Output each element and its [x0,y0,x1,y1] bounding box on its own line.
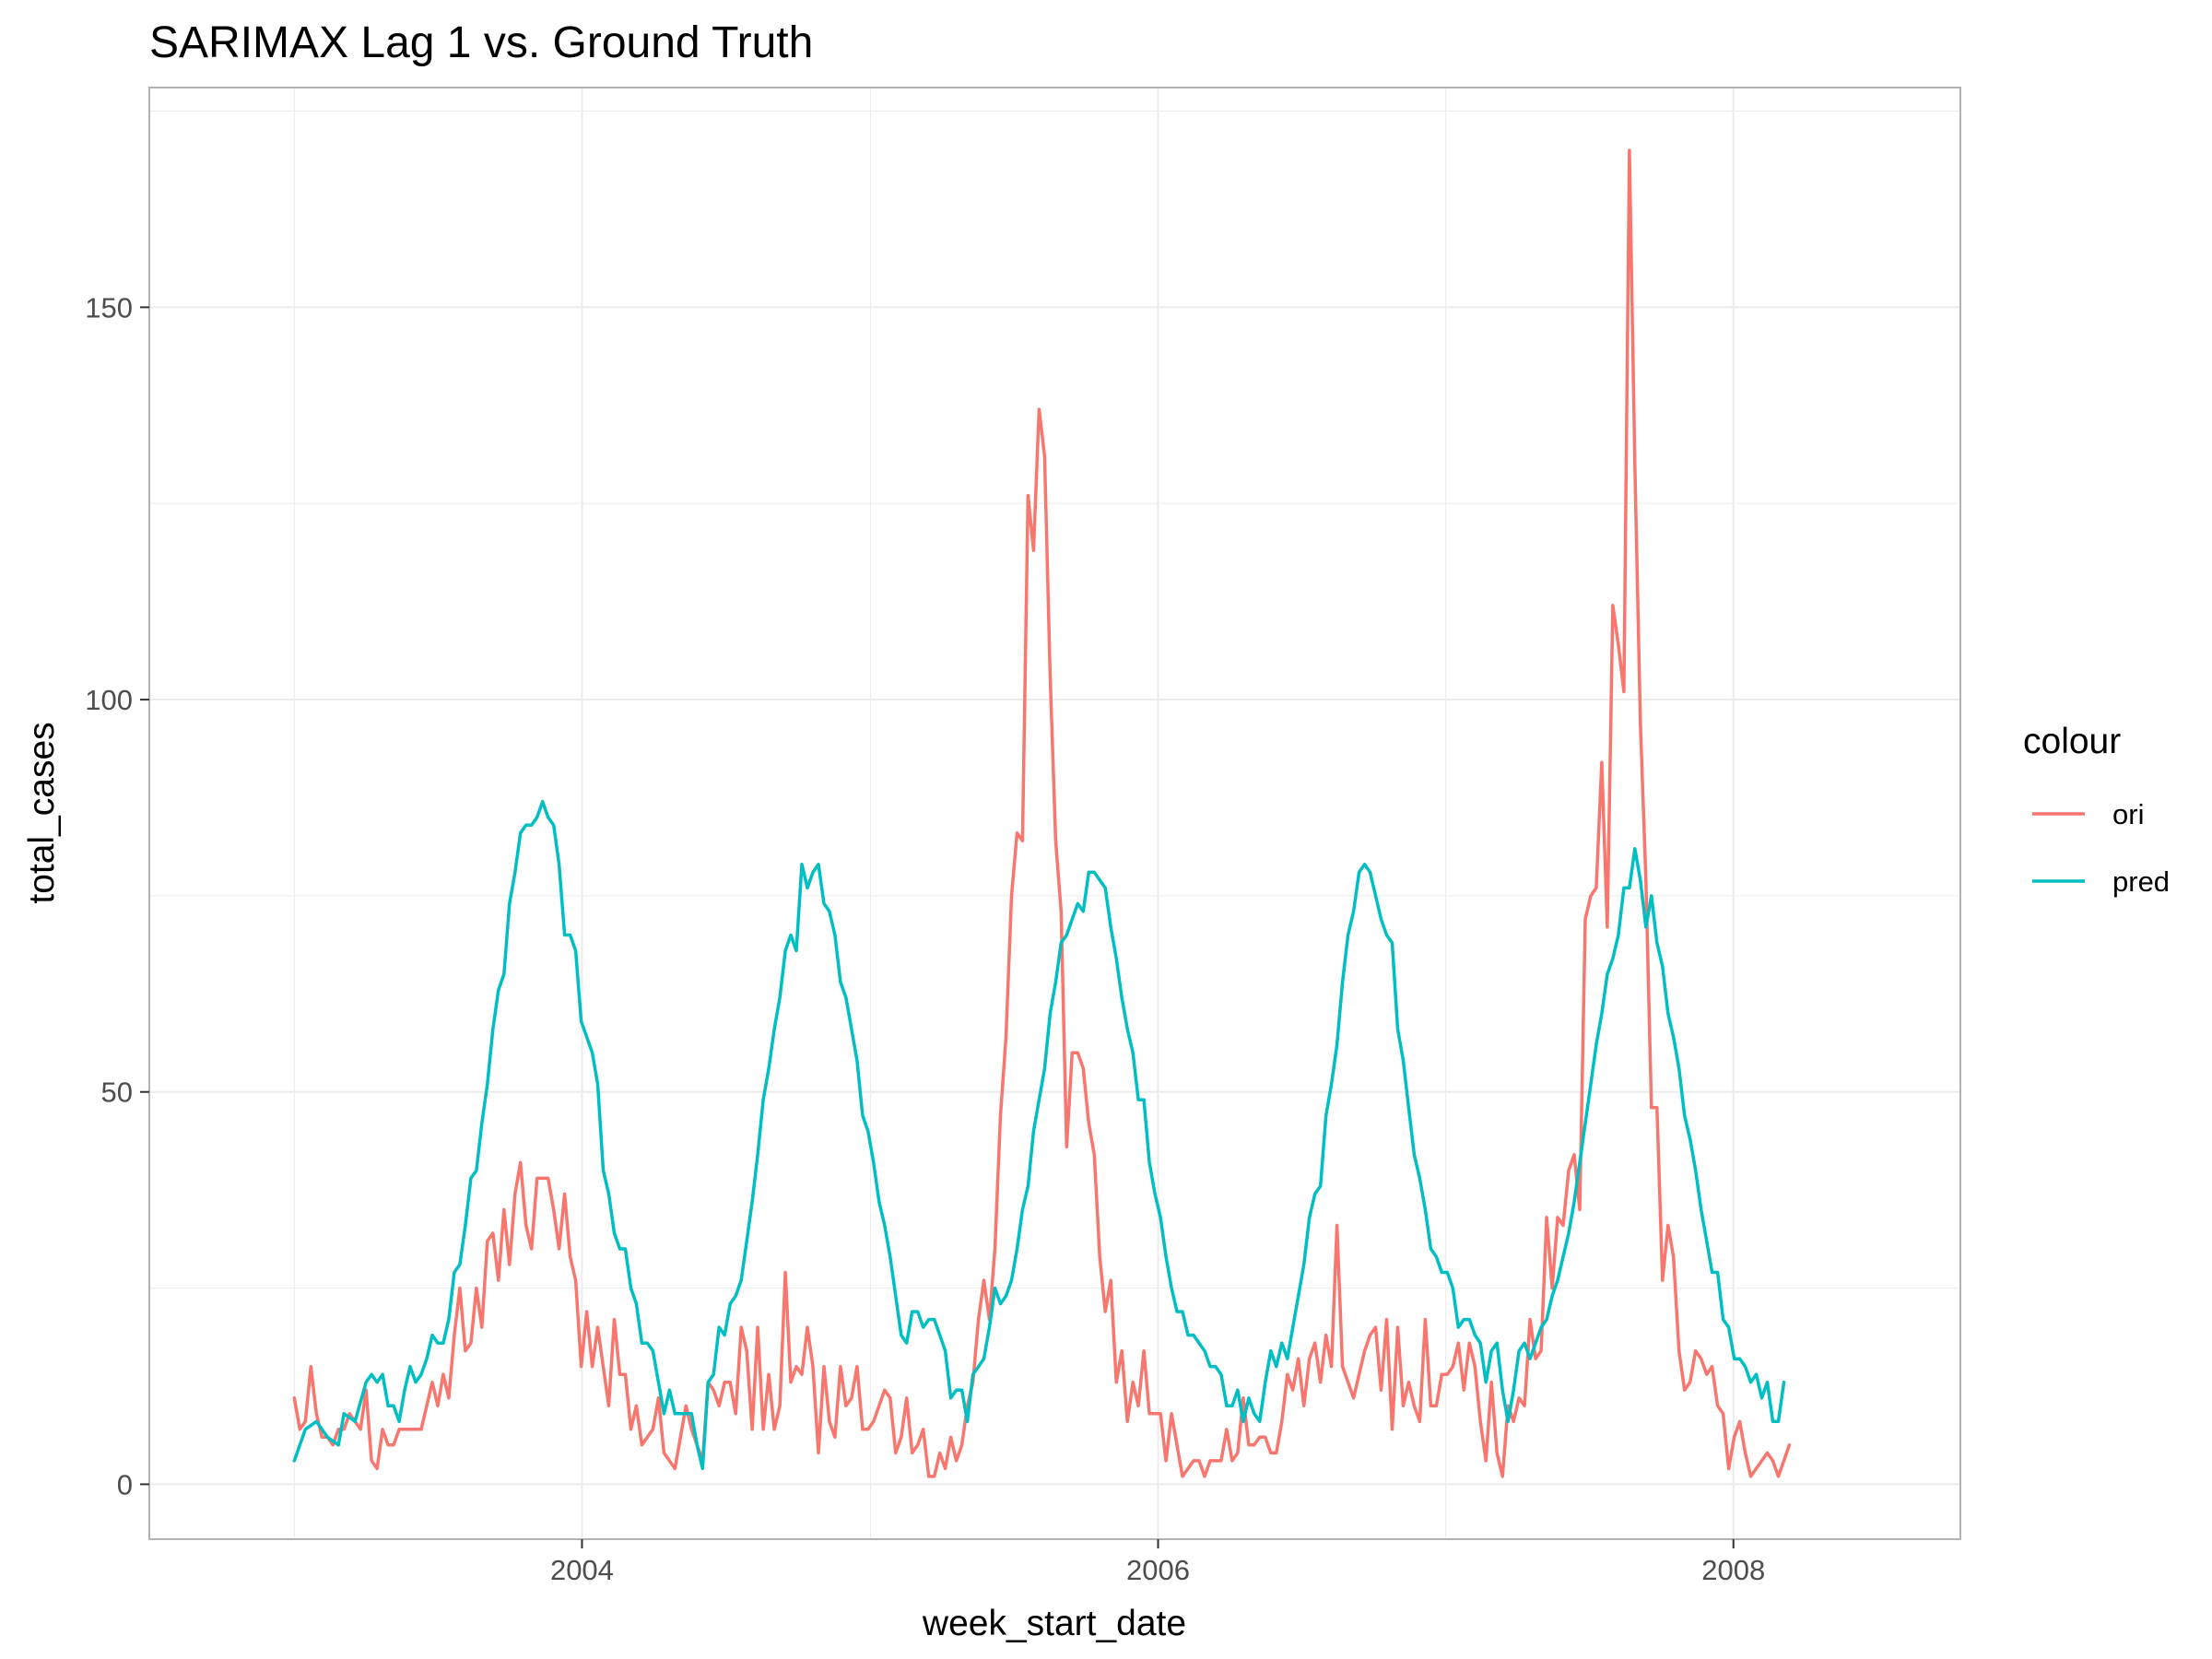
series-layer [292,148,1792,1478]
x-axis-ticks: 2004 2006 2008 [550,1539,1765,1586]
legend-label-ori: ori [2112,798,2144,830]
series-line-pred [292,799,1786,1471]
major-grid [149,88,1960,1539]
y-tick-label: 50 [101,1077,133,1109]
legend: colour ori pred [2023,722,2170,898]
y-axis-ticks: 0 50 100 150 [85,291,149,1500]
y-tick-label: 150 [85,291,133,324]
x-tick-label: 2008 [1701,1554,1765,1586]
y-tick-label: 0 [117,1468,133,1500]
y-axis-title: total_cases [22,722,62,903]
y-tick-label: 100 [85,684,133,716]
legend-items: ori pred [2032,798,2170,898]
x-axis-title: week_start_date [922,1604,1186,1643]
chart-title: SARIMAX Lag 1 vs. Ground Truth [149,18,813,67]
plot-border [148,87,1961,1540]
legend-title: colour [2023,722,2121,761]
series-line-ori [292,148,1792,1478]
x-tick-label: 2006 [1126,1554,1190,1586]
x-tick-label: 2004 [550,1554,614,1586]
legend-label-pred: pred [2112,865,2170,898]
